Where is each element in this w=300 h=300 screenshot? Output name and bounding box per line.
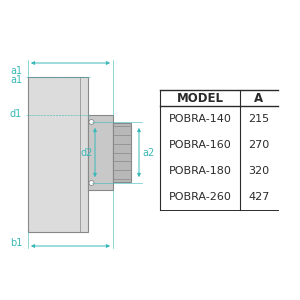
Text: A: A [254, 92, 264, 104]
Text: a1: a1 [10, 66, 22, 76]
Bar [28, 77, 88, 232]
Text: a1: a1 [10, 75, 22, 85]
Text: MODEL: MODEL [176, 92, 224, 104]
Text: 215: 215 [248, 114, 270, 124]
Circle shape [89, 181, 94, 185]
Text: a2: a2 [142, 148, 154, 158]
Text: d2: d2 [81, 148, 93, 158]
Text: d1: d1 [10, 109, 22, 119]
Text: b1: b1 [10, 238, 22, 248]
Text: 427: 427 [248, 192, 270, 202]
Bar [88, 115, 113, 190]
Bar [113, 123, 131, 182]
Text: POBRA-140: POBRA-140 [169, 114, 231, 124]
Text: 320: 320 [248, 166, 270, 176]
Text: 270: 270 [248, 140, 270, 150]
Text: POBRA-160: POBRA-160 [169, 140, 231, 150]
Text: POBRA-260: POBRA-260 [169, 192, 231, 202]
Circle shape [89, 119, 94, 124]
Text: POBRA-180: POBRA-180 [169, 166, 231, 176]
